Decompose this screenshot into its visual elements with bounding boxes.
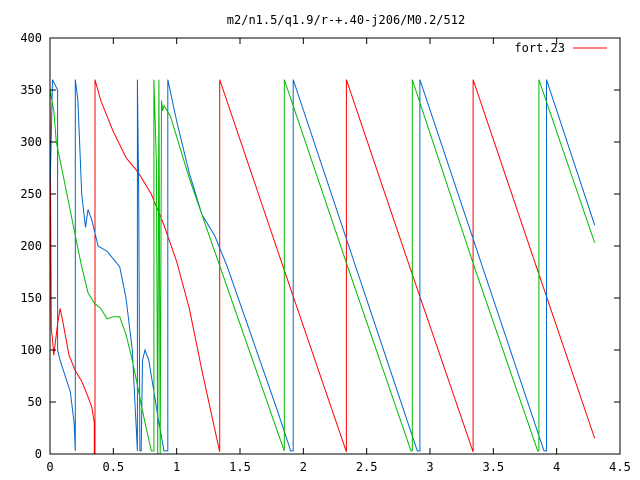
y-tick-label: 200	[20, 239, 42, 253]
x-tick-label: 1.5	[229, 460, 251, 474]
series-line-3	[49, 79, 596, 455]
x-tick-label: 2	[300, 460, 307, 474]
series-line-1	[49, 79, 596, 455]
x-tick-label: 0	[46, 460, 53, 474]
x-tick-label: 2.5	[356, 460, 378, 474]
y-tick-label: 400	[20, 31, 42, 45]
x-tick-label: 1	[173, 460, 180, 474]
chart-title: m2/n1.5/q1.9/r-+.40-j206/M0.2/512	[227, 13, 465, 27]
ticks-layer: 0 0.5 1 1.5 2 2.5 3 3.5 4 4.5 0 50 100 150 200 250 300 35…	[20, 31, 631, 474]
y-tick-label: 300	[20, 135, 42, 149]
series-layer	[49, 79, 596, 455]
x-tick-label: 3.5	[482, 460, 504, 474]
y-tick-label: 250	[20, 187, 42, 201]
y-tick-label: 50	[28, 395, 42, 409]
plot-border	[49, 37, 621, 455]
legend: fort.23	[514, 41, 607, 55]
x-tick-label: 4	[553, 460, 560, 474]
x-tick-label: 4.5	[609, 460, 631, 474]
y-tick-label: 0	[35, 447, 42, 461]
legend-label: fort.23	[514, 41, 565, 55]
series-line-2	[49, 79, 596, 452]
y-tick-label: 100	[20, 343, 42, 357]
x-tick-label: 0.5	[102, 460, 124, 474]
x-tick-label: 3	[426, 460, 433, 474]
y-tick-label: 350	[20, 83, 42, 97]
y-tick-label: 150	[20, 291, 42, 305]
